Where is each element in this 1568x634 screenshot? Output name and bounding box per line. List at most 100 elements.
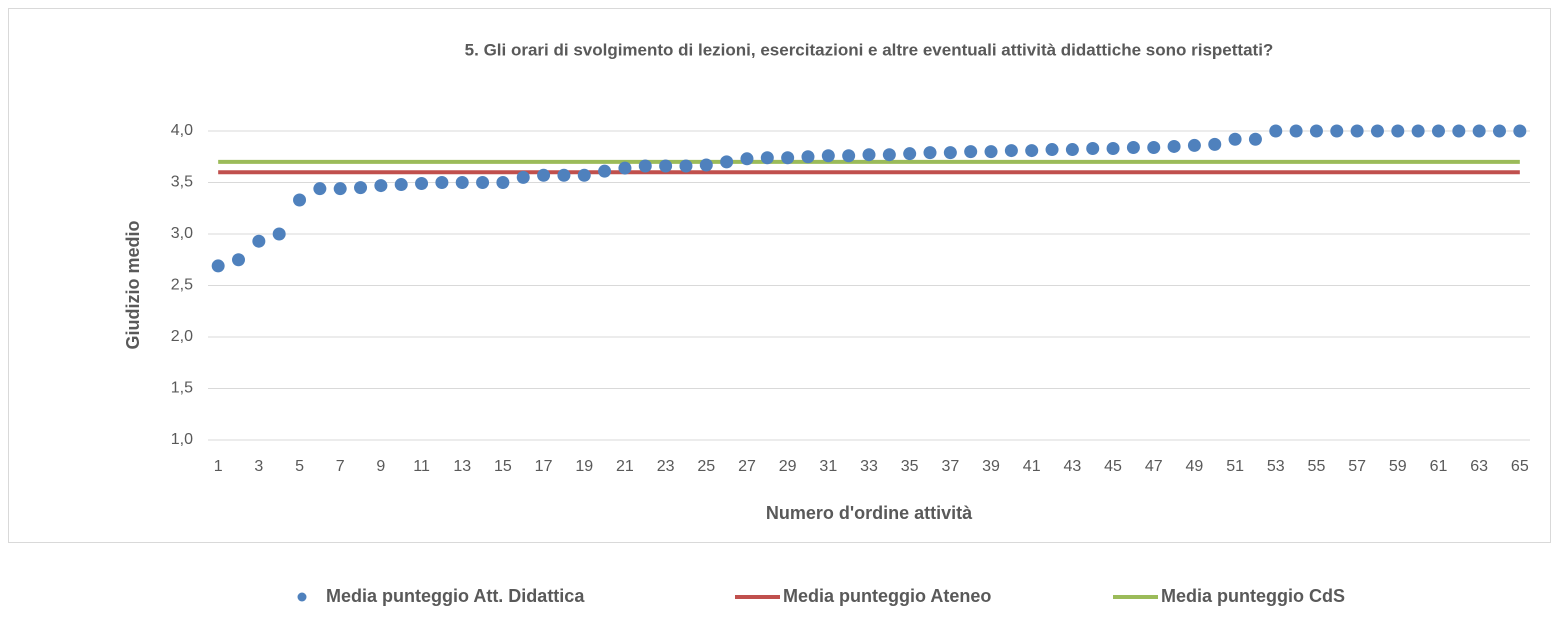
scatter-point bbox=[1065, 143, 1079, 157]
scatter-point bbox=[1248, 132, 1262, 146]
y-tick-label: 2,5 bbox=[171, 277, 193, 294]
scatter-point bbox=[1269, 124, 1283, 138]
scatter-point bbox=[964, 145, 978, 159]
scatter-point bbox=[1452, 124, 1466, 138]
scatter-point bbox=[1431, 124, 1445, 138]
x-tick-label: 23 bbox=[657, 458, 675, 475]
x-tick-label: 19 bbox=[575, 458, 593, 475]
scatter-point bbox=[1492, 124, 1506, 138]
scatter-point bbox=[801, 150, 815, 164]
y-tick-label: 2,0 bbox=[171, 328, 193, 345]
legend-label: Media punteggio Ateneo bbox=[783, 586, 991, 606]
scatter-point bbox=[232, 253, 246, 267]
x-tick-label: 1 bbox=[214, 458, 223, 475]
x-tick-label: 29 bbox=[779, 458, 797, 475]
y-tick-label: 1,0 bbox=[171, 431, 193, 448]
scatter-point bbox=[1411, 124, 1425, 138]
y-tick-label: 3,5 bbox=[171, 174, 193, 191]
chart-border bbox=[8, 8, 1551, 543]
x-tick-label: 51 bbox=[1226, 458, 1244, 475]
x-tick-label: 41 bbox=[1023, 458, 1041, 475]
scatter-point bbox=[1126, 140, 1140, 154]
scatter-point bbox=[1391, 124, 1405, 138]
x-tick-label: 13 bbox=[453, 458, 471, 475]
scatter-point bbox=[598, 164, 612, 178]
scatter-point bbox=[1147, 140, 1161, 154]
scatter-point bbox=[1289, 124, 1303, 138]
scatter-point bbox=[455, 176, 469, 189]
x-tick-label: 17 bbox=[535, 458, 553, 475]
y-tick-label: 4,0 bbox=[171, 122, 193, 139]
x-tick-label: 57 bbox=[1348, 458, 1366, 475]
scatter-point bbox=[1472, 124, 1486, 138]
scatter-point bbox=[435, 176, 449, 189]
x-tick-label: 55 bbox=[1308, 458, 1326, 475]
scatter-point bbox=[1330, 124, 1344, 138]
x-tick-label: 65 bbox=[1511, 458, 1529, 475]
legend-swatch bbox=[297, 592, 307, 602]
scatter-point bbox=[1004, 144, 1018, 158]
scatter-point bbox=[354, 181, 368, 195]
legend-label: Media punteggio CdS bbox=[1161, 586, 1345, 606]
x-axis-title: Numero d'ordine attività bbox=[766, 503, 973, 523]
scatter-point bbox=[1086, 142, 1100, 156]
scatter-point bbox=[1025, 144, 1039, 158]
y-tick-label: 1,5 bbox=[171, 380, 193, 397]
x-tick-label: 53 bbox=[1267, 458, 1285, 475]
scatter-point bbox=[923, 146, 937, 160]
x-tick-label: 7 bbox=[336, 458, 345, 475]
scatter-point bbox=[333, 182, 347, 196]
scatter-point bbox=[903, 147, 917, 161]
scatter-point bbox=[781, 151, 795, 165]
scatter-point bbox=[943, 146, 957, 160]
x-tick-label: 11 bbox=[413, 458, 430, 475]
scatter-point bbox=[1208, 137, 1222, 151]
scatter-point bbox=[740, 152, 754, 166]
scatter-point bbox=[211, 259, 225, 273]
y-axis-title: Giudizio medio bbox=[123, 220, 143, 349]
scatter-point bbox=[252, 234, 266, 248]
scatter-point bbox=[659, 159, 673, 173]
scatter-point bbox=[699, 158, 713, 172]
scatter-point bbox=[415, 177, 429, 191]
scatter-point bbox=[394, 178, 408, 192]
x-tick-label: 61 bbox=[1430, 458, 1448, 475]
x-tick-label: 27 bbox=[738, 458, 756, 475]
scatter-point bbox=[313, 182, 327, 196]
chart-title: 5. Gli orari di svolgimento di lezioni, … bbox=[465, 40, 1274, 59]
scatter-point bbox=[1370, 124, 1384, 138]
scatter-point bbox=[1187, 138, 1201, 152]
x-tick-label: 15 bbox=[494, 458, 512, 475]
scatter-point bbox=[1167, 139, 1181, 153]
scatter-point bbox=[1350, 124, 1364, 138]
x-tick-label: 35 bbox=[901, 458, 919, 475]
scatter-point bbox=[862, 148, 876, 162]
x-tick-label: 43 bbox=[1063, 458, 1081, 475]
scatter-point bbox=[821, 149, 835, 163]
scatter-point bbox=[760, 151, 774, 165]
scatter-point bbox=[537, 168, 551, 182]
scatter-point bbox=[618, 161, 632, 175]
x-tick-label: 63 bbox=[1470, 458, 1488, 475]
scatter-point bbox=[1513, 124, 1527, 138]
scatter-point bbox=[516, 170, 530, 184]
x-tick-label: 3 bbox=[254, 458, 263, 475]
scatter-point bbox=[272, 227, 286, 241]
scatter-point bbox=[293, 193, 307, 207]
x-tick-label: 31 bbox=[819, 458, 837, 475]
scatter-point bbox=[679, 159, 693, 173]
scatter-point bbox=[1309, 124, 1323, 138]
scatter-point bbox=[1106, 142, 1120, 156]
scatter-point bbox=[720, 155, 734, 169]
scatter-point bbox=[882, 148, 896, 162]
x-tick-label: 33 bbox=[860, 458, 878, 475]
scatter-point bbox=[374, 179, 388, 193]
y-tick-label: 3,0 bbox=[171, 225, 193, 242]
x-tick-label: 59 bbox=[1389, 458, 1407, 475]
x-tick-label: 49 bbox=[1186, 458, 1204, 475]
x-tick-label: 9 bbox=[376, 458, 385, 475]
x-tick-label: 25 bbox=[697, 458, 715, 475]
legend-label: Media punteggio Att. Didattica bbox=[326, 586, 585, 606]
x-tick-label: 5 bbox=[295, 458, 304, 475]
